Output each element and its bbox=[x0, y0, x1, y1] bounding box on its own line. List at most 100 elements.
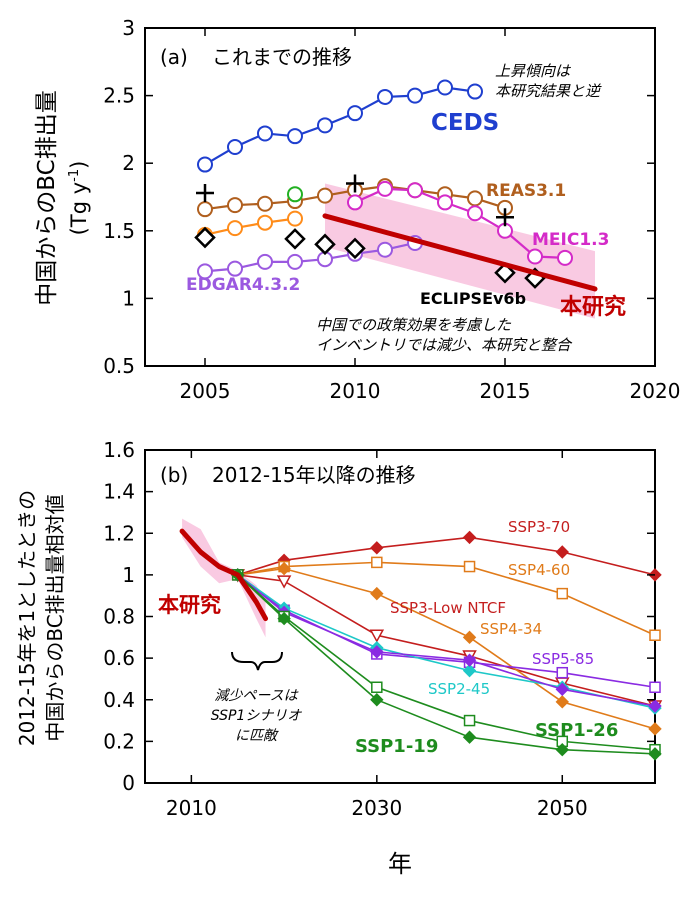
y-tick-label: 1.2 bbox=[103, 521, 135, 545]
data-point bbox=[467, 190, 483, 207]
data-point bbox=[257, 214, 273, 231]
data-point bbox=[377, 241, 393, 258]
y-tick-label: 0.2 bbox=[103, 729, 135, 753]
this-study-line bbox=[322, 213, 598, 292]
data-point bbox=[276, 575, 292, 589]
data-point bbox=[314, 233, 336, 256]
series-5 bbox=[287, 186, 303, 203]
data-point bbox=[227, 260, 243, 277]
label-ssp5-85: SSP5-85 bbox=[532, 650, 594, 668]
annotation-ssp1-scenario: SSP1シナリオ bbox=[211, 708, 303, 724]
y-tick-label: 1.5 bbox=[103, 219, 135, 243]
data-point bbox=[556, 587, 569, 600]
label-ssp3-low-ntcf: SSP3-Low NTCF bbox=[390, 599, 506, 617]
data-point bbox=[227, 220, 243, 237]
label-edgar: EDGAR4.3.2 bbox=[186, 275, 300, 295]
series-0 bbox=[231, 530, 662, 582]
label-ssp2-45: SSP2-45 bbox=[428, 680, 490, 698]
data-point bbox=[462, 663, 477, 678]
data-point bbox=[344, 237, 366, 260]
y-tick-label: 2.5 bbox=[103, 84, 135, 108]
panel-b-ylabel-line1: 2012-15年を1としたときの bbox=[15, 490, 39, 746]
y-tick-label: 1 bbox=[122, 286, 135, 310]
series-line bbox=[237, 574, 656, 755]
panel-b-label: (b) bbox=[160, 463, 188, 487]
series-line bbox=[237, 574, 656, 707]
data-point bbox=[462, 630, 477, 645]
data-point bbox=[462, 653, 477, 667]
data-point bbox=[277, 611, 291, 626]
series-3 bbox=[231, 561, 662, 736]
data-point bbox=[369, 629, 385, 643]
label-reas: REAS3.1 bbox=[486, 181, 566, 201]
data-point bbox=[555, 695, 569, 709]
data-point bbox=[377, 88, 393, 105]
series-6 bbox=[196, 174, 514, 227]
data-point bbox=[407, 182, 423, 199]
series-line bbox=[237, 574, 656, 707]
panel-a-ylabel: 中国からのBC排出量 bbox=[34, 90, 60, 305]
annotation-policy-effect: 中国での政策効果を考慮した bbox=[316, 316, 512, 334]
this-study-line bbox=[179, 528, 269, 622]
data-point bbox=[555, 742, 569, 757]
y-tick-label: 1.6 bbox=[103, 438, 135, 462]
panel-a-frame bbox=[144, 27, 656, 367]
data-point bbox=[284, 228, 306, 250]
data-point bbox=[463, 714, 476, 727]
data-point bbox=[377, 180, 393, 197]
data-point bbox=[370, 541, 384, 555]
series-0 bbox=[197, 79, 483, 173]
label-ssp4-34: SSP4-34 bbox=[480, 620, 542, 638]
x-tick-label: 2030 bbox=[351, 796, 402, 820]
panel-b-uncertainty-band bbox=[182, 518, 266, 638]
x-tick-label: 2010 bbox=[330, 379, 381, 403]
panel-a-series bbox=[194, 79, 598, 292]
data-point bbox=[196, 183, 214, 202]
y-tick-label: 1 bbox=[122, 563, 135, 587]
data-point bbox=[555, 545, 569, 559]
annotation-rising-trend: 上昇傾向は bbox=[495, 62, 571, 80]
data-point bbox=[370, 645, 384, 659]
label-ssp1-19: SSP1-19 bbox=[355, 736, 438, 757]
data-point bbox=[197, 263, 213, 280]
y-tick-label: 0 bbox=[122, 771, 135, 795]
series-line bbox=[237, 536, 656, 576]
series-9 bbox=[179, 528, 269, 622]
y-tick-label: 0.8 bbox=[103, 605, 135, 629]
data-point bbox=[648, 722, 662, 736]
series-8 bbox=[322, 213, 598, 292]
annotation-reduction-pace: 減少ペースは bbox=[214, 688, 298, 704]
series-line bbox=[204, 86, 476, 166]
panel-a: 0.5 1 1.5 2 2.5 3 2005 2010 2015 2020 (a) これまでの推移… bbox=[34, 16, 680, 403]
y-tick-label: 0.4 bbox=[103, 688, 135, 712]
data-point bbox=[287, 186, 303, 203]
data-point bbox=[555, 682, 569, 697]
series-line bbox=[237, 574, 656, 689]
y-tick-label: 3 bbox=[122, 16, 135, 40]
series-line bbox=[237, 574, 656, 751]
data-point bbox=[648, 747, 662, 761]
data-point bbox=[317, 117, 333, 134]
data-point bbox=[371, 681, 383, 694]
data-point bbox=[317, 187, 333, 204]
label-ceds: CEDS bbox=[431, 110, 499, 136]
data-point bbox=[557, 249, 573, 266]
y-tick-label: 2 bbox=[122, 151, 135, 175]
data-point bbox=[227, 197, 243, 214]
series-line bbox=[204, 217, 296, 236]
annotation-consistent: インベントリでは減少、本研究と整合 bbox=[316, 336, 573, 354]
data-point bbox=[287, 128, 303, 145]
data-point bbox=[277, 561, 291, 576]
data-point bbox=[467, 205, 483, 222]
x-tick-label: 2050 bbox=[537, 796, 588, 820]
label-ssp4-60: SSP4-60 bbox=[508, 561, 570, 579]
y-tick-label: 0.6 bbox=[103, 646, 135, 670]
panel-a-yunit: (Tg y-1) bbox=[67, 161, 91, 236]
label-eclipse: ECLIPSEv6b bbox=[420, 289, 526, 308]
data-point bbox=[346, 174, 364, 193]
x-tick-label: 2005 bbox=[180, 379, 231, 403]
panel-a-ticks: 0.5 1 1.5 2 2.5 3 2005 2010 2015 2020 bbox=[103, 16, 680, 403]
panel-b-ticks: 0 0.2 0.4 0.6 0.8 1 1.2 1.4 1.6 2010 2030 2050 bbox=[103, 438, 655, 820]
data-point bbox=[347, 105, 363, 122]
